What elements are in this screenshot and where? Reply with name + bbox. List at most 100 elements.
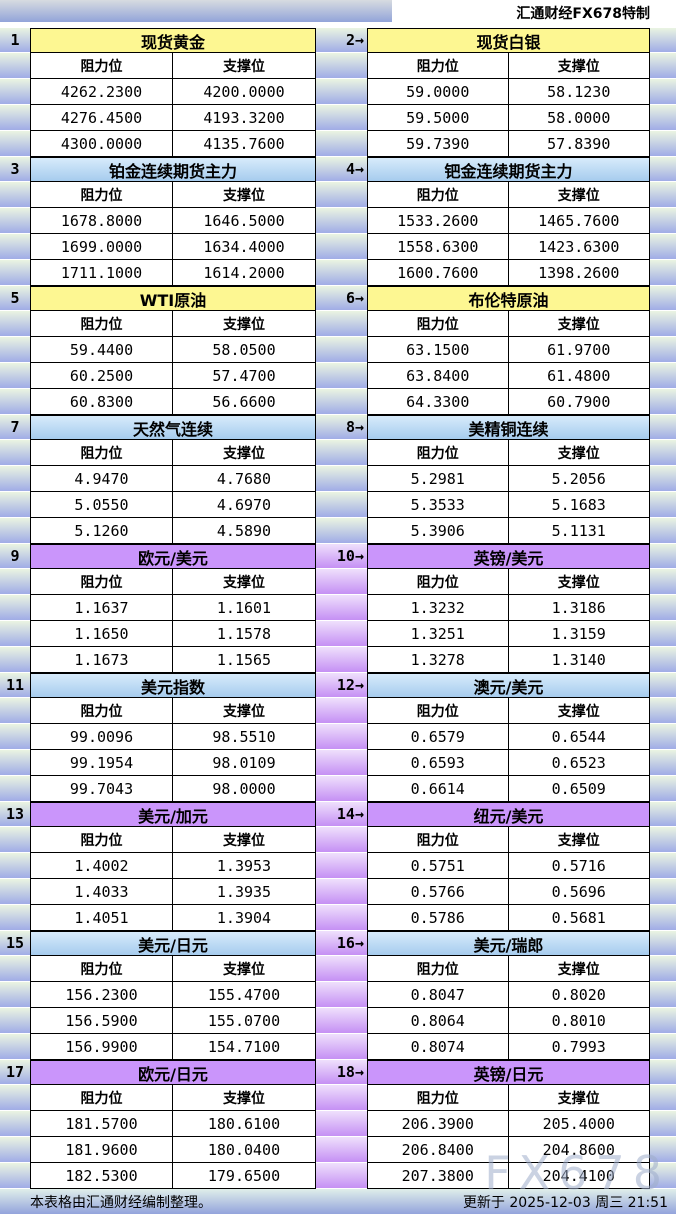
row-number-arrow-label: 2→ — [316, 28, 367, 53]
support-value: 98.5510 — [212, 727, 276, 746]
column-header-row: 阻力位 支撑位 — [368, 1085, 649, 1111]
row-number-arrow-label: 6→ — [316, 286, 367, 311]
strip-band — [650, 105, 676, 131]
footer-bar: 本表格由汇通财经编制整理。 更新于 2025-12-03 周三 21:51 — [0, 1189, 676, 1214]
support-header: 支撑位 — [557, 187, 600, 204]
section-row: 13 美元/加元 阻力位 支撑位 1.4002 1.3953 1.4033 1.… — [0, 802, 676, 931]
center-gutter: 16→ — [316, 931, 367, 1060]
row-number-arrow-label: 14→ — [316, 802, 367, 827]
resistance-value: 182.5300 — [31, 1163, 173, 1188]
support-header: 支撑位 — [557, 58, 600, 75]
table-row: 0.8064 0.8010 — [368, 1008, 649, 1034]
strip-band — [0, 1008, 30, 1034]
table-row: 4.9470 4.7680 — [31, 466, 315, 492]
resistance-header: 阻力位 — [31, 956, 173, 981]
strip-band — [650, 1060, 676, 1085]
attribution-area: 汇通财经FX678特制 — [392, 0, 676, 26]
instrument-title: WTI原油 — [31, 287, 315, 311]
strip-band — [650, 337, 676, 363]
resistance-value: 206.8400 — [368, 1137, 509, 1162]
resistance-value: 4300.0000 — [31, 131, 173, 156]
resistance-value: 0.6579 — [368, 724, 509, 749]
instrument-table: 英镑/美元 阻力位 支撑位 1.3232 1.3186 1.3251 1.315… — [367, 544, 650, 673]
instrument-title: 钯金连续期货主力 — [368, 158, 649, 182]
support-value: 98.0000 — [212, 779, 276, 798]
strip-band — [0, 1034, 30, 1060]
resistance-value: 0.8074 — [368, 1034, 509, 1059]
gutter-band — [316, 569, 367, 595]
column-header-row: 阻力位 支撑位 — [31, 827, 315, 853]
gutter-band — [316, 337, 367, 363]
table-row: 206.3900 205.4000 — [368, 1111, 649, 1137]
support-value: 57.4700 — [212, 366, 276, 385]
left-number-strip: 9 — [0, 544, 30, 673]
strip-band — [0, 827, 30, 853]
resistance-value: 0.8047 — [368, 982, 509, 1007]
section-row: 7 天然气连续 阻力位 支撑位 4.9470 4.7680 5.0550 4.6… — [0, 415, 676, 544]
table-row: 99.1954 98.0109 — [31, 750, 315, 776]
strip-band — [650, 466, 676, 492]
strip-band — [650, 673, 676, 698]
column-header-row: 阻力位 支撑位 — [31, 53, 315, 79]
column-header-row: 阻力位 支撑位 — [368, 311, 649, 337]
strip-band — [650, 28, 676, 53]
left-number-strip: 11 — [0, 673, 30, 802]
support-header: 支撑位 — [223, 1090, 265, 1107]
strip-band — [650, 415, 676, 440]
row-number-label: 9 — [0, 544, 30, 569]
table-row: 0.5766 0.5696 — [368, 879, 649, 905]
strip-band — [650, 157, 676, 182]
strip-band — [0, 956, 30, 982]
resistance-value: 5.1260 — [31, 518, 173, 543]
resistance-value: 1558.6300 — [368, 234, 509, 259]
instrument-title: 美精铜连续 — [368, 416, 649, 440]
left-number-strip: 1 — [0, 28, 30, 157]
table-row: 0.5786 0.5681 — [368, 905, 649, 930]
support-value: 5.1131 — [551, 521, 606, 540]
resistance-value: 206.3900 — [368, 1111, 509, 1136]
instrument-table: 铂金连续期货主力 阻力位 支撑位 1678.8000 1646.5000 169… — [30, 157, 316, 286]
strip-band — [650, 827, 676, 853]
resistance-value: 0.8064 — [368, 1008, 509, 1033]
support-value: 1.3904 — [216, 908, 272, 927]
table-row: 181.5700 180.6100 — [31, 1111, 315, 1137]
support-value: 0.7993 — [551, 1037, 606, 1056]
resistance-value: 1.4002 — [31, 853, 173, 878]
row-number-label: 5 — [0, 286, 30, 311]
table-row: 5.3906 5.1131 — [368, 518, 649, 543]
strip-band — [0, 879, 30, 905]
table-row: 4276.4500 4193.3200 — [31, 105, 315, 131]
strip-band — [650, 879, 676, 905]
table-row: 1600.7600 1398.2600 — [368, 260, 649, 285]
table-row: 63.1500 61.9700 — [368, 337, 649, 363]
resistance-header: 阻力位 — [31, 569, 173, 594]
gutter-band — [316, 621, 367, 647]
table-row: 1.4051 1.3904 — [31, 905, 315, 930]
row-number-label: 3 — [0, 157, 30, 182]
gutter-band — [316, 750, 367, 776]
table-row: 1.1637 1.1601 — [31, 595, 315, 621]
column-header-row: 阻力位 支撑位 — [368, 440, 649, 466]
support-value: 1.3953 — [216, 856, 272, 875]
resistance-value: 1.1637 — [31, 595, 173, 620]
instrument-table: 现货黄金 阻力位 支撑位 4262.2300 4200.0000 4276.45… — [30, 28, 316, 157]
resistance-value: 1.4033 — [31, 879, 173, 904]
column-header-row: 阻力位 支撑位 — [31, 698, 315, 724]
resistance-value: 0.5786 — [368, 905, 509, 930]
row-number-label: 1 — [0, 28, 30, 53]
gutter-band — [316, 827, 367, 853]
strip-band — [650, 234, 676, 260]
left-number-strip: 15 — [0, 931, 30, 1060]
gutter-band — [316, 518, 367, 544]
resistance-value: 64.3300 — [368, 389, 509, 414]
right-edge-strip — [650, 286, 676, 415]
instrument-title: 欧元/日元 — [31, 1061, 315, 1085]
strip-band — [0, 776, 30, 802]
right-edge-strip — [650, 931, 676, 1060]
instrument-title: 英镑/日元 — [368, 1061, 649, 1085]
resistance-value: 63.8400 — [368, 363, 509, 388]
row-number-arrow-label: 8→ — [316, 415, 367, 440]
gutter-band — [316, 105, 367, 131]
support-header: 支撑位 — [223, 961, 265, 978]
row-number-arrow-label: 12→ — [316, 673, 367, 698]
